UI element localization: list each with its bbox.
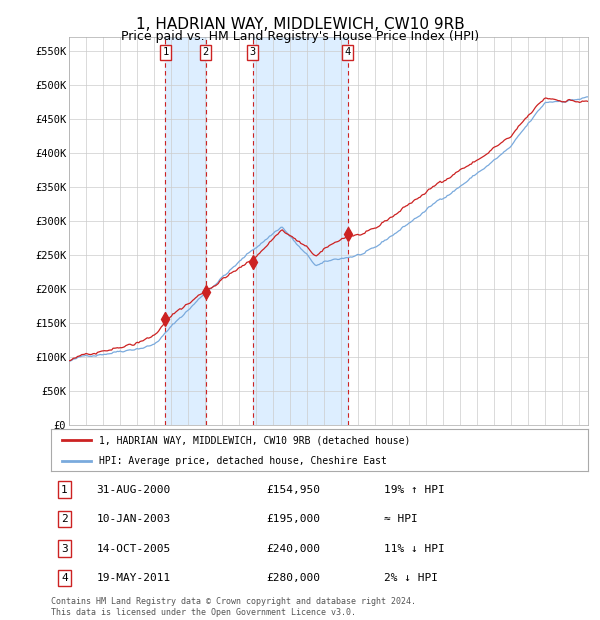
Text: £280,000: £280,000 <box>266 573 320 583</box>
Text: 3: 3 <box>61 544 68 554</box>
Text: 2: 2 <box>61 514 68 524</box>
Bar <box>253 37 347 425</box>
Text: ≈ HPI: ≈ HPI <box>384 514 418 524</box>
Text: Price paid vs. HM Land Registry's House Price Index (HPI): Price paid vs. HM Land Registry's House … <box>121 30 479 43</box>
Bar <box>166 37 206 425</box>
Text: 1, HADRIAN WAY, MIDDLEWICH, CW10 9RB: 1, HADRIAN WAY, MIDDLEWICH, CW10 9RB <box>136 17 464 32</box>
Text: 19-MAY-2011: 19-MAY-2011 <box>97 573 171 583</box>
Text: 2: 2 <box>203 47 209 57</box>
Text: £195,000: £195,000 <box>266 514 320 524</box>
Text: 11% ↓ HPI: 11% ↓ HPI <box>384 544 445 554</box>
Text: £154,950: £154,950 <box>266 485 320 495</box>
Text: 19% ↑ HPI: 19% ↑ HPI <box>384 485 445 495</box>
Text: 4: 4 <box>344 47 351 57</box>
Text: 1, HADRIAN WAY, MIDDLEWICH, CW10 9RB (detached house): 1, HADRIAN WAY, MIDDLEWICH, CW10 9RB (de… <box>100 435 411 445</box>
Text: 14-OCT-2005: 14-OCT-2005 <box>97 544 171 554</box>
Text: 1: 1 <box>163 47 169 57</box>
Text: 1: 1 <box>61 485 68 495</box>
Text: HPI: Average price, detached house, Cheshire East: HPI: Average price, detached house, Ches… <box>100 456 387 466</box>
Text: 4: 4 <box>61 573 68 583</box>
Text: £240,000: £240,000 <box>266 544 320 554</box>
Text: 31-AUG-2000: 31-AUG-2000 <box>97 485 171 495</box>
Text: Contains HM Land Registry data © Crown copyright and database right 2024.
This d: Contains HM Land Registry data © Crown c… <box>51 598 416 617</box>
Text: 10-JAN-2003: 10-JAN-2003 <box>97 514 171 524</box>
Text: 3: 3 <box>250 47 256 57</box>
Text: 2% ↓ HPI: 2% ↓ HPI <box>384 573 438 583</box>
